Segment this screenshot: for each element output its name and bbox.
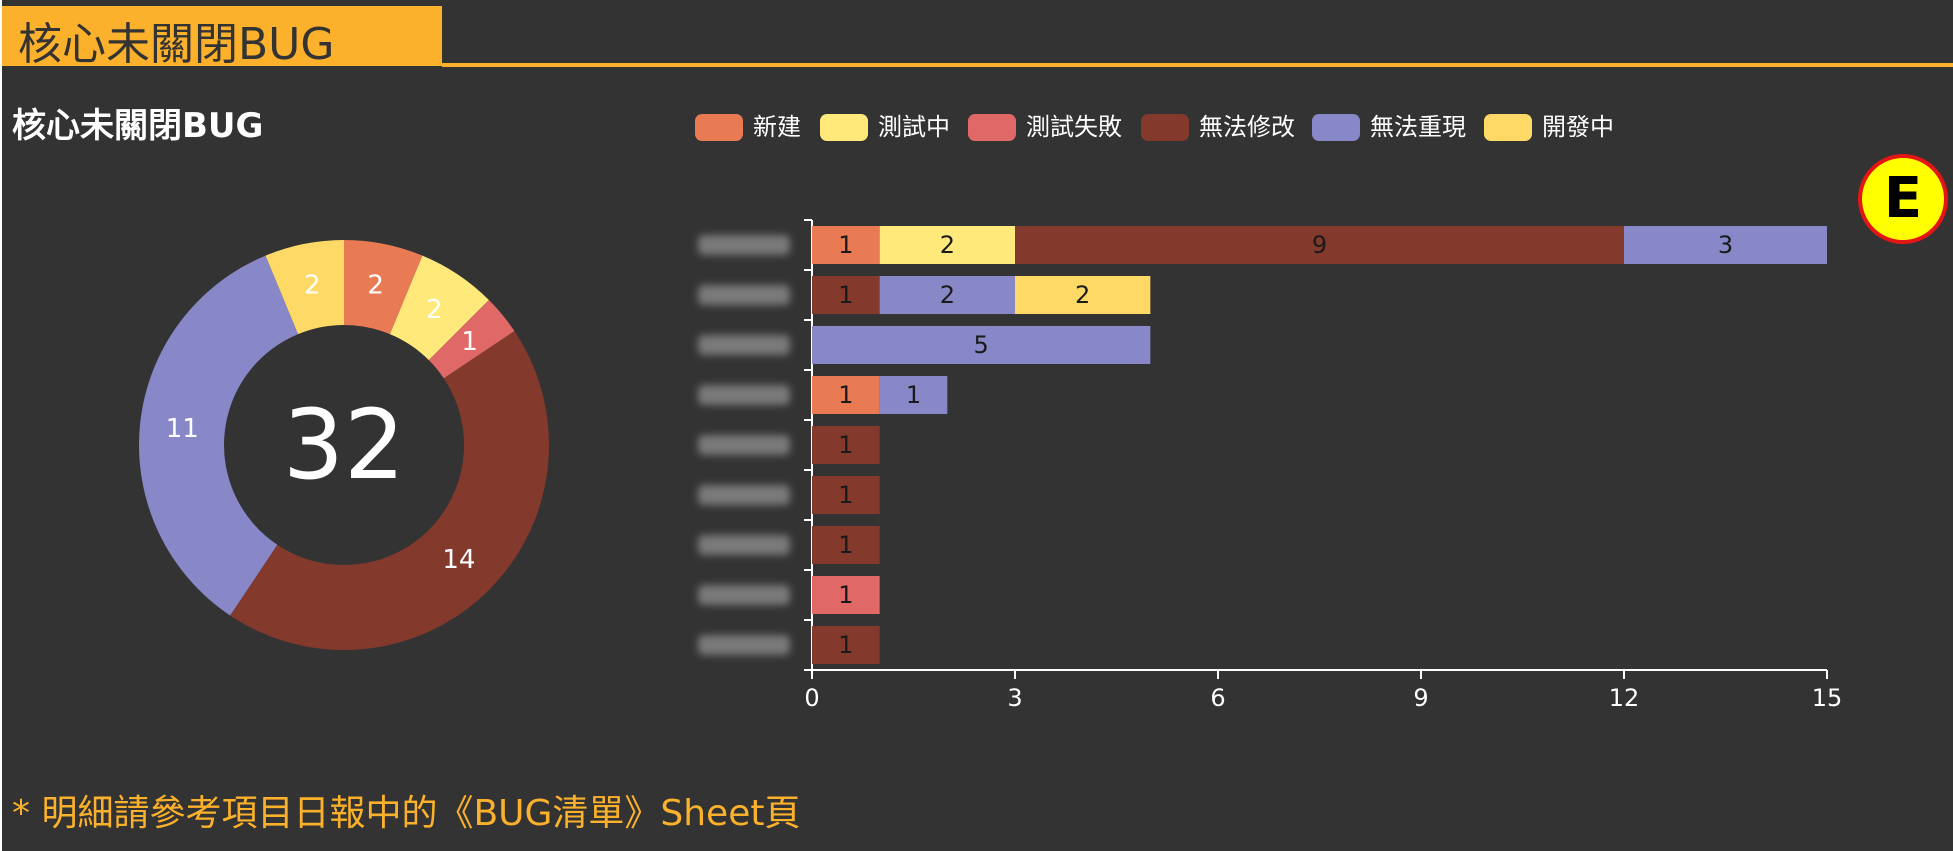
- legend-item-3: 無法修改: [1141, 113, 1295, 141]
- bar-segment-label-0-4: 3: [1718, 231, 1733, 259]
- donut-slice-label-1: 2: [426, 295, 443, 325]
- category-label-obscured-7: [698, 585, 790, 605]
- category-label-obscured-2: [698, 335, 790, 355]
- legend-item-2: 測試失敗: [968, 113, 1122, 141]
- bar-segment-label-0-1: 2: [940, 231, 955, 259]
- category-label-obscured-6: [698, 535, 790, 555]
- bar-chart-title: 核心未關閉BUG: [12, 106, 264, 146]
- legend-swatch-2: [968, 114, 1016, 141]
- bar-segment-label-2-4: 5: [974, 331, 989, 359]
- legend-label-4: 無法重現: [1370, 113, 1466, 141]
- legend-swatch-4: [1312, 114, 1360, 141]
- donut-slice-label-0: 2: [367, 271, 384, 301]
- bar-segment-label-6-3: 1: [838, 531, 853, 559]
- e-badge: E: [1858, 154, 1948, 244]
- category-label-obscured-1: [698, 285, 790, 305]
- bar-segment-2-4: [812, 326, 1151, 364]
- donut-slice-5: [265, 240, 344, 335]
- bar-segment-0-3: [1015, 226, 1624, 264]
- bar-segment-label-8-3: 1: [838, 631, 853, 659]
- legend-swatch-1: [820, 114, 868, 141]
- bar-segment-8-3: [812, 626, 880, 664]
- category-label-obscured-5: [698, 485, 790, 505]
- legend-label-0: 新建: [753, 113, 801, 141]
- bar-segment-1-5: [1015, 276, 1151, 314]
- donut-slice-label-4: 11: [166, 414, 199, 444]
- bar-segment-label-1-3: 1: [838, 281, 853, 309]
- bar-segment-1-3: [812, 276, 880, 314]
- donut-slice-3: [230, 331, 550, 651]
- header-title: 核心未關閉BUG: [18, 19, 335, 70]
- bar-segment-label-1-4: 2: [940, 281, 955, 309]
- bar-segment-label-3-0: 1: [838, 381, 853, 409]
- donut-slice-0: [344, 240, 423, 335]
- header-underline: [442, 63, 1953, 67]
- bar-segment-label-4-3: 1: [838, 431, 853, 459]
- donut-slice-label-2: 1: [461, 327, 478, 357]
- category-label-obscured-3: [698, 385, 790, 405]
- donut-slice-1: [389, 255, 489, 361]
- legend-label-3: 無法修改: [1199, 113, 1295, 141]
- bar-segment-6-3: [812, 526, 880, 564]
- legend-swatch-3: [1141, 114, 1189, 141]
- bar-segment-0-4: [1624, 226, 1827, 264]
- bar-segment-7-2: [812, 576, 880, 614]
- donut-slice-label-5: 2: [304, 271, 321, 301]
- x-axis-tick-label-2: 6: [1210, 684, 1225, 712]
- bar-segment-3-4: [879, 376, 948, 414]
- category-label-obscured-4: [698, 435, 790, 455]
- bar-segment-0-1: [879, 226, 1015, 264]
- x-axis-tick-label-4: 12: [1609, 684, 1640, 712]
- legend-item-5: 開發中: [1484, 113, 1614, 141]
- legend-label-2: 測試失敗: [1026, 113, 1122, 141]
- bar-segment-label-7-2: 1: [838, 581, 853, 609]
- bar-segment-label-0-3: 9: [1312, 231, 1327, 259]
- donut-slice-2: [428, 300, 515, 379]
- bar-segment-0-0: [812, 226, 880, 264]
- donut-center-total: 32: [283, 389, 405, 501]
- footnote: * 明細請參考項目日報中的《BUG清單》Sheet頁: [12, 793, 801, 834]
- bar-segment-label-5-3: 1: [838, 481, 853, 509]
- header-tab: 核心未關閉BUG: [2, 6, 442, 70]
- badge-letter: E: [1883, 166, 1923, 231]
- legend-item-4: 無法重現: [1312, 113, 1466, 141]
- legend-label-5: 開發中: [1542, 113, 1614, 141]
- legend-item-0: 新建: [695, 113, 801, 141]
- bar-segment-5-3: [812, 476, 880, 514]
- legend-label-1: 測試中: [878, 113, 950, 141]
- bar-segment-3-0: [812, 376, 880, 414]
- x-axis-tick-label-3: 9: [1413, 684, 1428, 712]
- legend-swatch-5: [1484, 114, 1532, 141]
- chart-legend: 新建 測試中 測試失敗 無法修改 無法重現 開發中: [695, 113, 1614, 141]
- bar-segment-1-4: [879, 276, 1015, 314]
- bar-segment-label-1-5: 2: [1075, 281, 1090, 309]
- donut-slice-4: [138, 255, 299, 616]
- category-label-obscured-8: [698, 635, 790, 655]
- x-axis-tick-label-5: 15: [1812, 684, 1843, 712]
- legend-item-1: 測試中: [820, 113, 950, 141]
- bar-segment-label-3-4: 1: [906, 381, 921, 409]
- legend-swatch-0: [695, 114, 743, 141]
- donut-slice-label-3: 14: [442, 545, 475, 575]
- bar-segment-label-0-0: 1: [838, 231, 853, 259]
- bar-segment-4-3: [812, 426, 880, 464]
- x-axis-tick-label-0: 0: [804, 684, 819, 712]
- x-axis-tick-label-1: 3: [1007, 684, 1022, 712]
- category-label-obscured-0: [698, 235, 790, 255]
